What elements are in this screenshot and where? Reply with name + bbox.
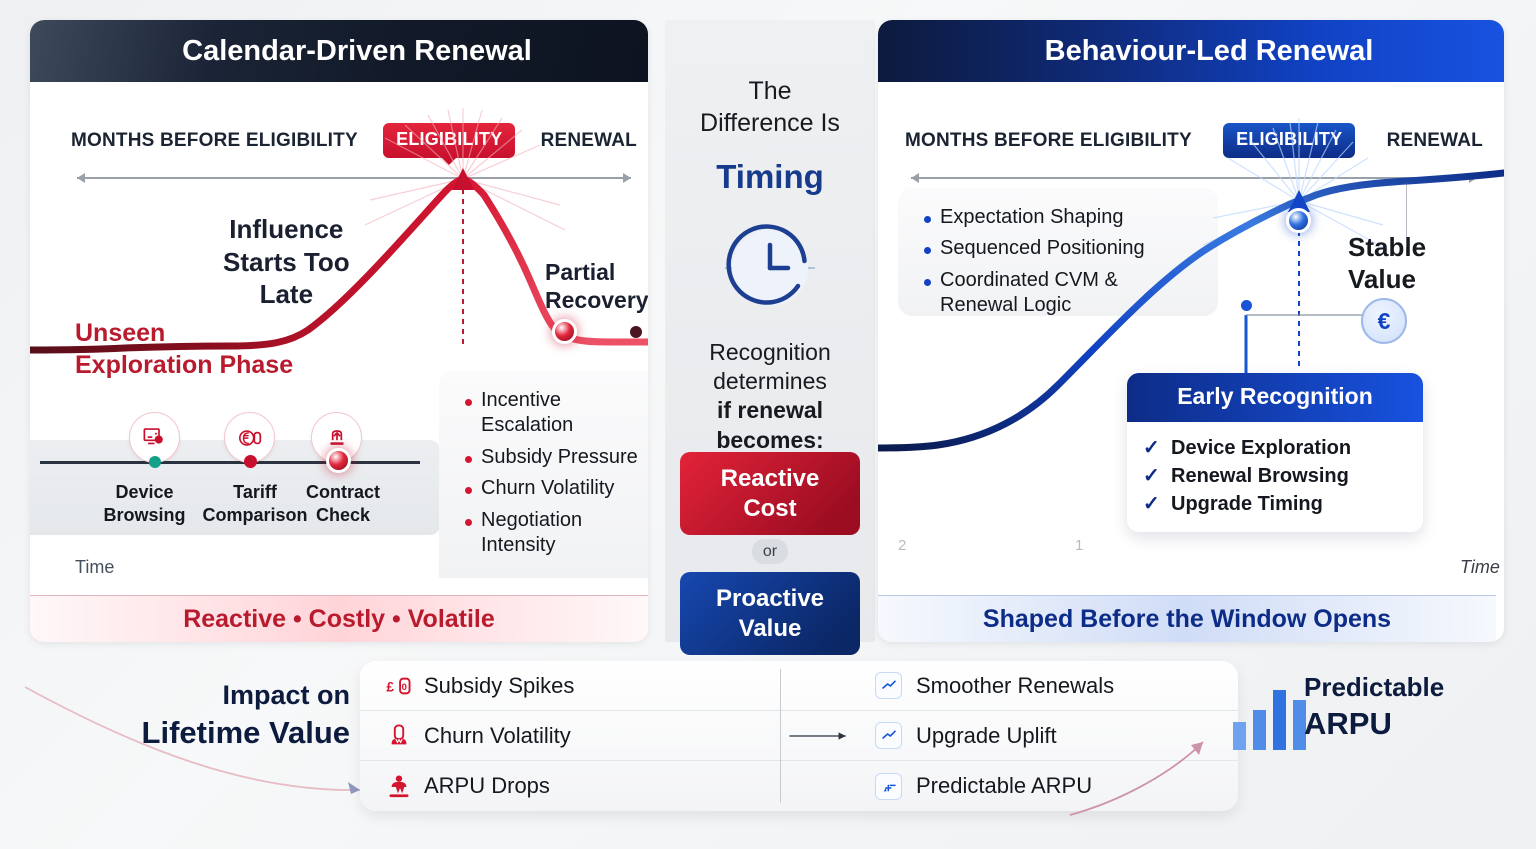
svg-text:£: £ bbox=[386, 679, 394, 694]
svg-text:0: 0 bbox=[402, 682, 407, 693]
